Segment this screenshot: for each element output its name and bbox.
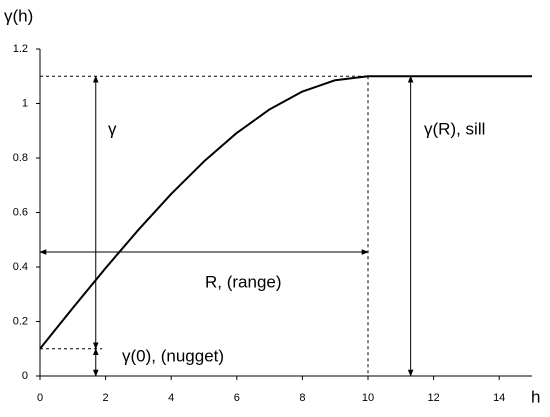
- y-tick-label: 0: [22, 370, 28, 382]
- y-tick-label: 1: [22, 97, 28, 109]
- annotation-range: R, (range): [205, 272, 282, 291]
- x-tick-label: 10: [362, 392, 374, 404]
- y-tick-label: 0.8: [13, 152, 28, 164]
- x-axis-title: h: [531, 387, 540, 406]
- x-tick-label: 2: [103, 392, 109, 404]
- annotation-gamma: γ: [108, 119, 117, 138]
- x-tick-label: 6: [234, 392, 240, 404]
- y-tick-label: 0.4: [13, 261, 28, 273]
- x-tick-label: 4: [168, 392, 174, 404]
- y-tick-label: 0.6: [13, 206, 28, 218]
- annotation-sill: γ(R), sill: [424, 119, 485, 138]
- variogram-line: [39, 75, 532, 350]
- x-tick-label: 0: [37, 392, 43, 404]
- y-tick-label: 1.2: [13, 43, 28, 55]
- x-tick-label: 12: [427, 392, 439, 404]
- y-axis-title: γ(h): [4, 6, 33, 25]
- x-tick-label: 8: [299, 392, 305, 404]
- y-tick-label: 0.2: [13, 315, 28, 327]
- x-tick-label: 14: [493, 392, 505, 404]
- annotation-nugget: γ(0), (nugget): [122, 346, 224, 365]
